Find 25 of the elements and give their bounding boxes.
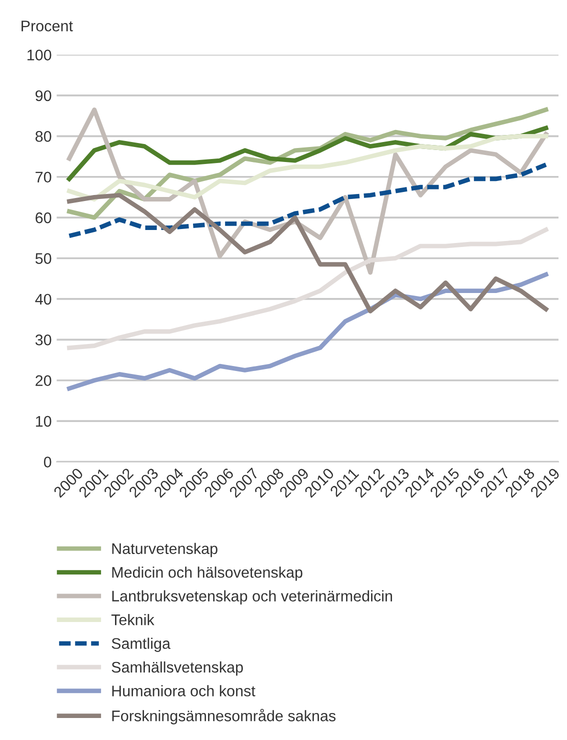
y-tick-label: 30 [35,334,52,346]
line-series [67,228,548,350]
line-series [67,107,548,220]
line-series [67,192,548,314]
legend-label: Humaniora och konst [112,685,256,696]
y-tick-label: 40 [35,294,52,305]
legend-label: Samhällsvetenskap [112,661,243,676]
legend-label: Naturvetenskap [112,542,218,558]
y-tick-label: 0 [44,456,52,468]
y-tick-label: 70 [36,172,52,183]
legend-label: Samtliga [112,638,170,652]
legend-label: Teknik [111,614,154,626]
y-tick-label: 50 [35,253,52,264]
legend-label: Medicin och hälsovetenskap [112,566,302,581]
y-axis-title: Procent [22,20,73,32]
legend-label: Forskningsämnesområde saknas [112,708,336,724]
legend-label: Lantbruksvetenskap och veterinärmedicin [112,590,392,605]
y-tick-label: 80 [36,131,52,142]
line-series [67,134,548,202]
y-tick-label: 100 [28,50,52,60]
y-tick-label: 10 [36,416,52,427]
y-tick-label: 90 [36,90,52,102]
line-series [67,162,548,238]
y-tick-label: 60 [36,212,52,224]
y-tick-label: 20 [36,375,52,386]
